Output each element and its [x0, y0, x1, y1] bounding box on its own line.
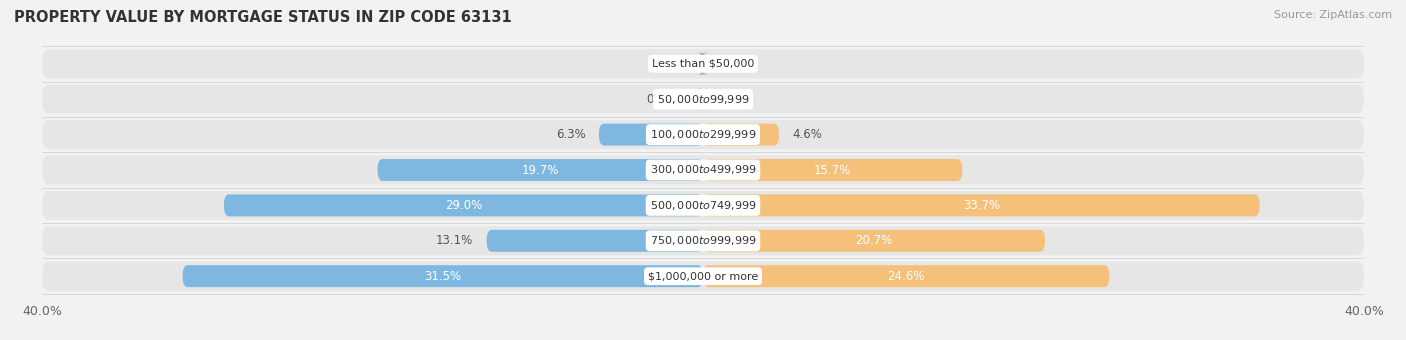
Text: Source: ZipAtlas.com: Source: ZipAtlas.com: [1274, 10, 1392, 20]
Text: $750,000 to $999,999: $750,000 to $999,999: [650, 234, 756, 247]
Text: 0.39%: 0.39%: [647, 93, 683, 106]
FancyBboxPatch shape: [42, 155, 1364, 185]
Text: $50,000 to $99,999: $50,000 to $99,999: [657, 93, 749, 106]
Text: 19.7%: 19.7%: [522, 164, 560, 176]
FancyBboxPatch shape: [703, 124, 779, 146]
Text: 6.3%: 6.3%: [555, 128, 586, 141]
Text: 33.7%: 33.7%: [963, 199, 1000, 212]
FancyBboxPatch shape: [42, 226, 1364, 255]
FancyBboxPatch shape: [697, 53, 707, 75]
FancyBboxPatch shape: [183, 265, 703, 287]
Text: 31.5%: 31.5%: [425, 270, 461, 283]
Text: PROPERTY VALUE BY MORTGAGE STATUS IN ZIP CODE 63131: PROPERTY VALUE BY MORTGAGE STATUS IN ZIP…: [14, 10, 512, 25]
FancyBboxPatch shape: [696, 88, 703, 110]
FancyBboxPatch shape: [486, 230, 703, 252]
Text: 20.7%: 20.7%: [855, 234, 893, 247]
Text: 13.1%: 13.1%: [436, 234, 474, 247]
Text: 0.21%: 0.21%: [720, 57, 756, 70]
Text: 29.0%: 29.0%: [444, 199, 482, 212]
FancyBboxPatch shape: [703, 159, 962, 181]
Text: $500,000 to $749,999: $500,000 to $749,999: [650, 199, 756, 212]
FancyBboxPatch shape: [703, 88, 711, 110]
Text: Less than $50,000: Less than $50,000: [652, 59, 754, 69]
FancyBboxPatch shape: [703, 194, 1260, 216]
FancyBboxPatch shape: [702, 53, 709, 75]
FancyBboxPatch shape: [42, 262, 1364, 291]
FancyBboxPatch shape: [42, 85, 1364, 114]
FancyBboxPatch shape: [703, 230, 1045, 252]
FancyBboxPatch shape: [42, 49, 1364, 78]
Text: 0.5%: 0.5%: [724, 93, 754, 106]
Text: 4.6%: 4.6%: [792, 128, 823, 141]
Text: $100,000 to $299,999: $100,000 to $299,999: [650, 128, 756, 141]
Text: 15.7%: 15.7%: [814, 164, 851, 176]
FancyBboxPatch shape: [224, 194, 703, 216]
FancyBboxPatch shape: [42, 191, 1364, 220]
FancyBboxPatch shape: [599, 124, 703, 146]
Text: 0.05%: 0.05%: [652, 57, 689, 70]
FancyBboxPatch shape: [378, 159, 703, 181]
FancyBboxPatch shape: [703, 265, 1109, 287]
FancyBboxPatch shape: [42, 120, 1364, 149]
Text: $300,000 to $499,999: $300,000 to $499,999: [650, 164, 756, 176]
Text: 24.6%: 24.6%: [887, 270, 925, 283]
Text: $1,000,000 or more: $1,000,000 or more: [648, 271, 758, 281]
